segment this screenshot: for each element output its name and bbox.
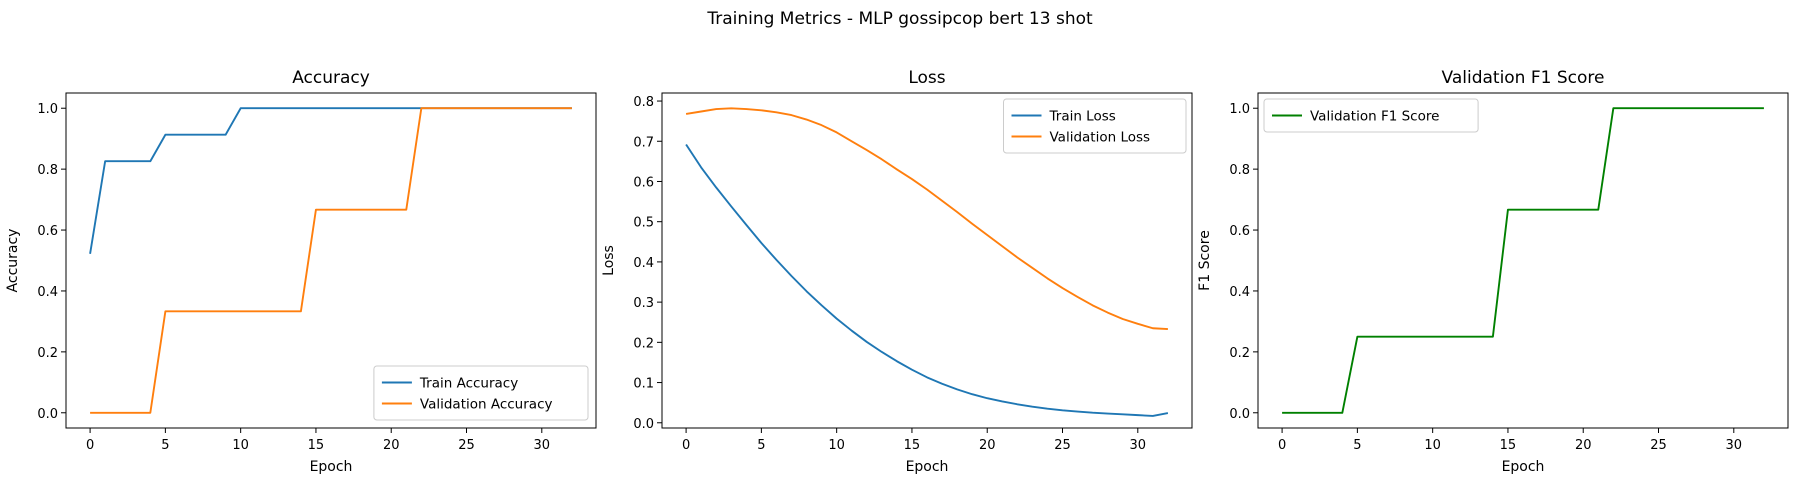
y-tick-label: 0.6 (1229, 224, 1250, 239)
y-tick-label: 0.0 (1229, 407, 1250, 422)
x-tick-label: 30 (534, 438, 551, 453)
y-axis-label: Accuracy (5, 229, 21, 293)
y-tick-label: 0.2 (633, 336, 654, 351)
y-tick-label: 0.2 (37, 346, 58, 361)
axes-frame (661, 92, 1193, 429)
y-axis-label: F1 Score (1197, 230, 1213, 291)
legend: Validation F1 Score (1263, 98, 1479, 133)
x-tick-label: 0 (86, 438, 94, 453)
x-tick-label: 30 (1726, 438, 1743, 453)
x-tick-label: 15 (1500, 438, 1517, 453)
chart-panels: Accuracy 0 5 10 15 20 25 30 0.0 0.2 0.4 0.6 0.8 1.0 Ep… (5, 68, 1789, 475)
axes-frame (65, 92, 597, 429)
y-tick-label: 0.0 (633, 417, 654, 432)
figure-title: Training Metrics - MLP gossipcop bert 13… (706, 9, 1093, 29)
x-tick-label: 10 (1424, 438, 1441, 453)
x-tick-label: 20 (1575, 438, 1592, 453)
y-tick-label: 1.0 (37, 102, 58, 117)
y-tick-label: 0.1 (633, 377, 654, 392)
axes-frame (1257, 92, 1789, 429)
x-tick-label: 30 (1130, 438, 1147, 453)
y-tick-label: 0.8 (1229, 163, 1250, 178)
x-tick-label: 25 (1650, 438, 1667, 453)
y-tick-label: 0.5 (633, 216, 654, 231)
x-tick-label: 0 (682, 438, 690, 453)
x-axis-label: Epoch (906, 459, 949, 475)
x-tick-label: 0 (1278, 438, 1286, 453)
chart-title: Validation F1 Score (1442, 68, 1605, 88)
x-tick-label: 5 (757, 438, 765, 453)
y-tick-label: 0.4 (37, 285, 58, 300)
y-tick-label: 0.4 (1229, 285, 1250, 300)
chart-panel-1: Accuracy 0 5 10 15 20 25 30 0.0 0.2 0.4 0.6 0.8 1.0 Ep… (5, 68, 597, 475)
series-line-1 (89, 107, 572, 254)
series-line-1 (685, 143, 1169, 417)
x-tick-label: 25 (458, 438, 475, 453)
legend: Train Loss Validation Loss (1003, 98, 1187, 154)
chart-panel-2: Loss 0 5 10 15 20 25 30 0.0 0.1 0.2 0.3 0.4 0.5 0.6 0.7… (601, 68, 1193, 475)
legend: Train Accuracy Validation Accuracy (373, 365, 589, 421)
legend-label: Train Loss (1049, 109, 1116, 125)
x-tick-label: 15 (904, 438, 921, 453)
y-axis-label: Loss (601, 245, 617, 276)
legend-box (1263, 98, 1479, 133)
y-tick-label: 0.0 (37, 407, 58, 422)
x-tick-label: 25 (1054, 438, 1071, 453)
series-line-1 (1282, 107, 1764, 414)
x-tick-label: 10 (232, 438, 249, 453)
y-tick-label: 0.8 (37, 163, 58, 178)
x-tick-label: 5 (161, 438, 169, 453)
x-axis-label: Epoch (1502, 459, 1545, 475)
x-tick-label: 10 (828, 438, 845, 453)
x-tick-label: 5 (1353, 438, 1361, 453)
chart-title: Accuracy (292, 68, 370, 88)
chart-panel-3: Validation F1 Score 0 5 10 15 20 25 30 0.0 0.2 0.4… (1197, 68, 1789, 475)
y-tick-label: 0.2 (1229, 346, 1250, 361)
y-tick-label: 1.0 (1229, 102, 1250, 117)
y-tick-label: 0.6 (633, 175, 654, 190)
legend-label: Validation Accuracy (420, 397, 553, 413)
legend-label: Validation Loss (1050, 130, 1151, 146)
x-tick-label: 15 (308, 438, 325, 453)
legend-box (373, 365, 589, 421)
x-tick-label: 20 (383, 438, 400, 453)
y-tick-label: 0.6 (37, 224, 58, 239)
legend-label: Train Accuracy (419, 376, 518, 392)
series-line-2 (685, 107, 1168, 331)
series-line-2 (90, 107, 572, 414)
chart-title: Loss (908, 68, 945, 88)
y-tick-label: 0.3 (633, 296, 654, 311)
x-axis-label: Epoch (310, 459, 353, 475)
legend-label: Validation F1 Score (1310, 109, 1439, 125)
y-tick-label: 0.8 (633, 95, 654, 110)
y-tick-label: 0.7 (633, 135, 654, 150)
x-tick-label: 20 (979, 438, 996, 453)
legend-box (1003, 98, 1187, 154)
y-tick-label: 0.4 (633, 256, 654, 271)
